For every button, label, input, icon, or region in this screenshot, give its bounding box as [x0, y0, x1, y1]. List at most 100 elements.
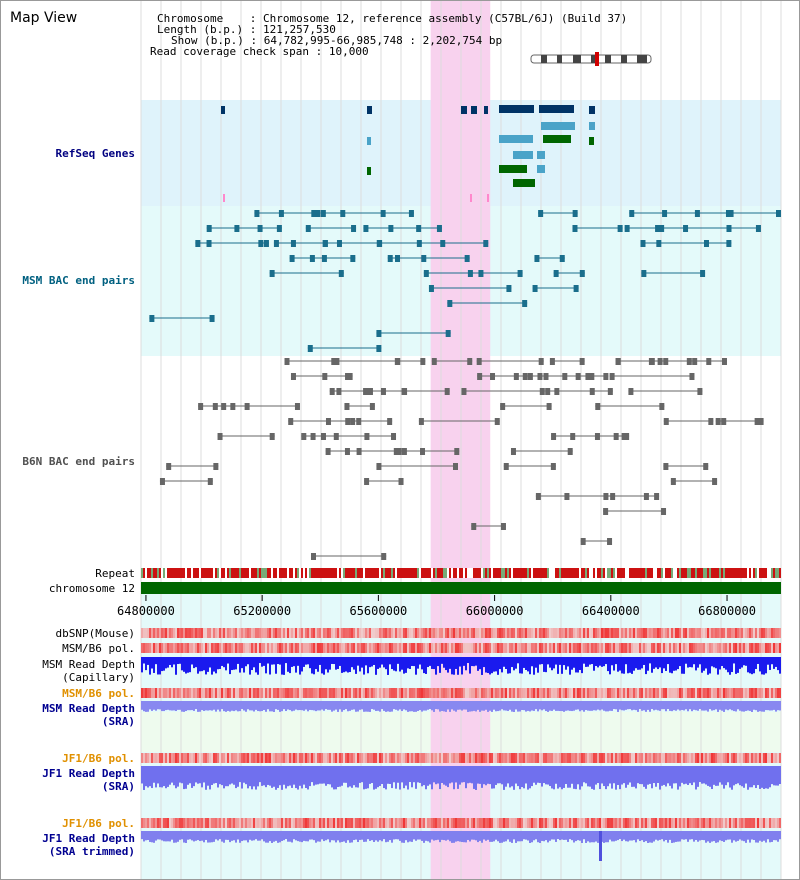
- msm-depth-sra-bar: [173, 701, 175, 711]
- dbsnp-heat: [415, 628, 417, 638]
- msm-depth-capillary-bar: [525, 657, 527, 671]
- msm-depth-sra-bar: [349, 701, 351, 711]
- jf1-depth-sra-bar: [691, 766, 693, 786]
- jf1-b6-pol2-heat: [383, 818, 385, 828]
- repeat-segment: [435, 568, 437, 578]
- msm-depth-sra-bar: [703, 701, 705, 711]
- msm-b6-pol2-heat: [197, 688, 199, 698]
- msm-b6-pol2-heat: [745, 688, 747, 698]
- repeat-segment: [695, 568, 697, 578]
- jf1-b6-pol2-heat: [559, 818, 561, 828]
- msm-b6-pol-heat: [189, 643, 191, 653]
- jf1-b6-pol-heat: [269, 753, 271, 763]
- jf1-depth-trimmed-bar: [619, 831, 621, 840]
- jf1-depth-trimmed-bar: [375, 831, 377, 841]
- msm-b6-pol-heat: [629, 643, 631, 653]
- jf1-b6-pol-heat: [225, 753, 227, 763]
- ideogram-band: [637, 55, 647, 63]
- jf1-b6-pol-heat: [227, 753, 229, 763]
- jf1-depth-trimmed-bar: [519, 831, 521, 842]
- msm-b6-pol-heat: [439, 643, 441, 653]
- msm-b6-pol2-heat: [765, 688, 767, 698]
- jf1-depth-trimmed-bar: [415, 831, 417, 841]
- jf1-depth-trimmed-bar: [687, 831, 689, 842]
- jf1-depth-trimmed-bar: [181, 831, 183, 840]
- msm-b6-pol-heat: [265, 643, 267, 653]
- dbsnp-heat: [407, 628, 409, 638]
- msm-b6-pol2-heat: [177, 688, 179, 698]
- msm-b6-pol-heat: [429, 643, 431, 653]
- msm-depth-sra-bar: [205, 701, 207, 711]
- msm-depth-capillary-bar: [749, 657, 751, 674]
- jf1-b6-pol2-heat: [233, 818, 235, 828]
- jf1-b6-pol2-heat: [261, 818, 263, 828]
- jf1-b6-pol-heat: [691, 753, 693, 763]
- jf1-b6-pol2-heat: [635, 818, 637, 828]
- b6n-bac-end: [344, 403, 350, 410]
- msm-b6-pol2-heat: [525, 688, 527, 698]
- repeat-segment: [389, 568, 391, 578]
- dbsnp-heat: [465, 628, 467, 638]
- msm-depth-capillary-bar: [541, 657, 543, 665]
- jf1-depth-sra-bar: [731, 766, 733, 790]
- jf1-b6-pol2-heat: [461, 818, 463, 828]
- jf1-depth-sra-bar: [623, 766, 625, 784]
- jf1-b6-pol-heat: [743, 753, 745, 763]
- jf1-b6-pol-heat: [629, 753, 631, 763]
- repeat-segment: [197, 568, 199, 578]
- repeat-segment: [241, 568, 243, 578]
- jf1-b6-pol2-heat: [155, 818, 157, 828]
- dbsnp-heat: [371, 628, 373, 638]
- repeat-segment: [573, 568, 575, 578]
- repeat-segment: [257, 568, 259, 578]
- repeat-segment: [169, 568, 171, 578]
- jf1-b6-pol-heat: [297, 753, 299, 763]
- b6n-bac-end: [381, 553, 387, 560]
- msm-depth-capillary-bar: [477, 657, 479, 671]
- jf1-depth-trimmed-bar: [145, 831, 147, 841]
- dbsnp-heat: [715, 628, 717, 638]
- jf1-depth-trimmed-bar: [359, 831, 361, 840]
- msm-depth-sra-bar: [697, 701, 699, 711]
- jf1-b6-pol2-heat: [293, 818, 295, 828]
- repeat-segment: [581, 568, 583, 578]
- b6n-bac-end: [364, 478, 370, 485]
- jf1-depth-sra-bar: [231, 766, 233, 784]
- repeat-segment: [567, 568, 569, 578]
- repeat-segment: [409, 568, 411, 578]
- jf1-depth-trimmed-bar: [301, 831, 303, 843]
- dbsnp-heat: [155, 628, 157, 638]
- msm-b6-pol-heat: [161, 643, 163, 653]
- msm-b6-pol-heat: [569, 643, 571, 653]
- msm-depth-sra-bar: [501, 701, 503, 710]
- jf1-depth-sra-bar: [269, 766, 271, 786]
- jf1-depth-trimmed-bar: [325, 831, 327, 841]
- jf1-b6-pol-heat: [325, 753, 327, 763]
- msm-depth-capillary-bar: [485, 657, 487, 673]
- msm-b6-pol2-heat: [697, 688, 699, 698]
- msm-b6-pol-heat: [447, 643, 449, 653]
- msm-depth-sra-bar: [763, 701, 765, 712]
- jf1-b6-pol-heat: [453, 753, 455, 763]
- jf1-depth-sra-bar: [287, 766, 289, 787]
- jf1-b6-pol2-heat: [511, 818, 513, 828]
- msm-bac-end: [726, 240, 732, 247]
- msm-depth-capillary-bar: [581, 657, 583, 674]
- jf1-b6-pol-heat: [627, 753, 629, 763]
- jf1-b6-pol-heat: [191, 753, 193, 763]
- msm-depth-capillary-bar: [653, 657, 655, 669]
- repeat-segment: [539, 568, 541, 578]
- msm-b6-pol-heat: [147, 643, 149, 653]
- msm-depth-sra-bar: [679, 701, 681, 711]
- dbsnp-heat: [163, 628, 165, 638]
- jf1-depth-trimmed-bar: [623, 831, 625, 840]
- jf1-b6-pol-heat: [463, 753, 465, 763]
- jf1-depth-sra-bar: [371, 766, 373, 784]
- refseq-gene: [221, 106, 225, 114]
- msm-depth-capillary-bar: [617, 657, 619, 672]
- msm-depth-sra-bar: [367, 701, 369, 712]
- jf1-depth-sra-bar: [453, 766, 455, 790]
- msm-depth-sra-bar: [345, 701, 347, 710]
- msm-b6-pol2-heat: [439, 688, 441, 698]
